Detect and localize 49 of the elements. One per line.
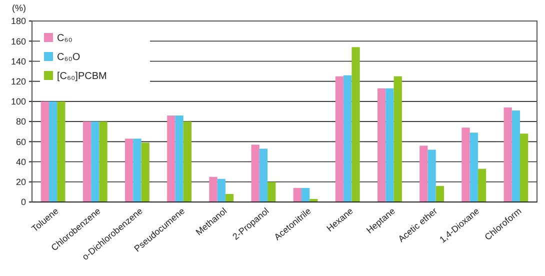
legend-label: C₆₀O: [57, 52, 80, 63]
bar: [352, 47, 360, 202]
bar: [183, 122, 192, 202]
legend-label: C₆₀: [57, 33, 72, 44]
bar: [478, 168, 486, 202]
bar: [133, 138, 142, 202]
bar: [251, 144, 260, 202]
bar: [217, 178, 226, 202]
y-tick-label: 180: [10, 16, 26, 26]
bar: [91, 122, 100, 202]
y-tick-label: 20: [16, 177, 26, 188]
bar: [344, 75, 352, 202]
y-tick-label: 0: [20, 197, 26, 208]
y-tick-label: 100: [10, 96, 26, 107]
y-axis-title: (%): [12, 3, 26, 13]
bar: [40, 101, 49, 202]
bar: [82, 122, 92, 202]
bar: [293, 188, 302, 202]
legend-label: [C₆₀]PCBM: [57, 71, 107, 82]
y-tick-label: 120: [10, 76, 26, 86]
bar: [335, 76, 344, 202]
bar: [436, 186, 444, 202]
y-tick-label: 160: [10, 36, 26, 46]
bar: [462, 128, 470, 202]
bar: [259, 148, 268, 202]
bar: [394, 76, 402, 202]
bar: [301, 188, 310, 202]
y-tick-label: 140: [10, 56, 26, 66]
bar: [504, 107, 512, 202]
bar: [125, 138, 134, 202]
bar: [268, 182, 276, 202]
bar: [209, 176, 218, 202]
bar: [57, 101, 66, 202]
bar: [386, 88, 394, 202]
y-tick-label: 60: [16, 136, 26, 147]
y-tick-label: 80: [16, 116, 26, 127]
bar: [512, 110, 520, 202]
bar: [141, 142, 150, 202]
bar: [175, 116, 184, 202]
bar: [520, 134, 528, 202]
bar: [48, 101, 58, 202]
bar: [428, 150, 436, 202]
bar: [99, 122, 108, 202]
bar: [470, 132, 478, 202]
y-tick-label: 40: [16, 156, 26, 167]
bar: [225, 194, 234, 202]
bar: [167, 116, 176, 202]
bar: [420, 146, 428, 202]
bar: [378, 88, 386, 202]
